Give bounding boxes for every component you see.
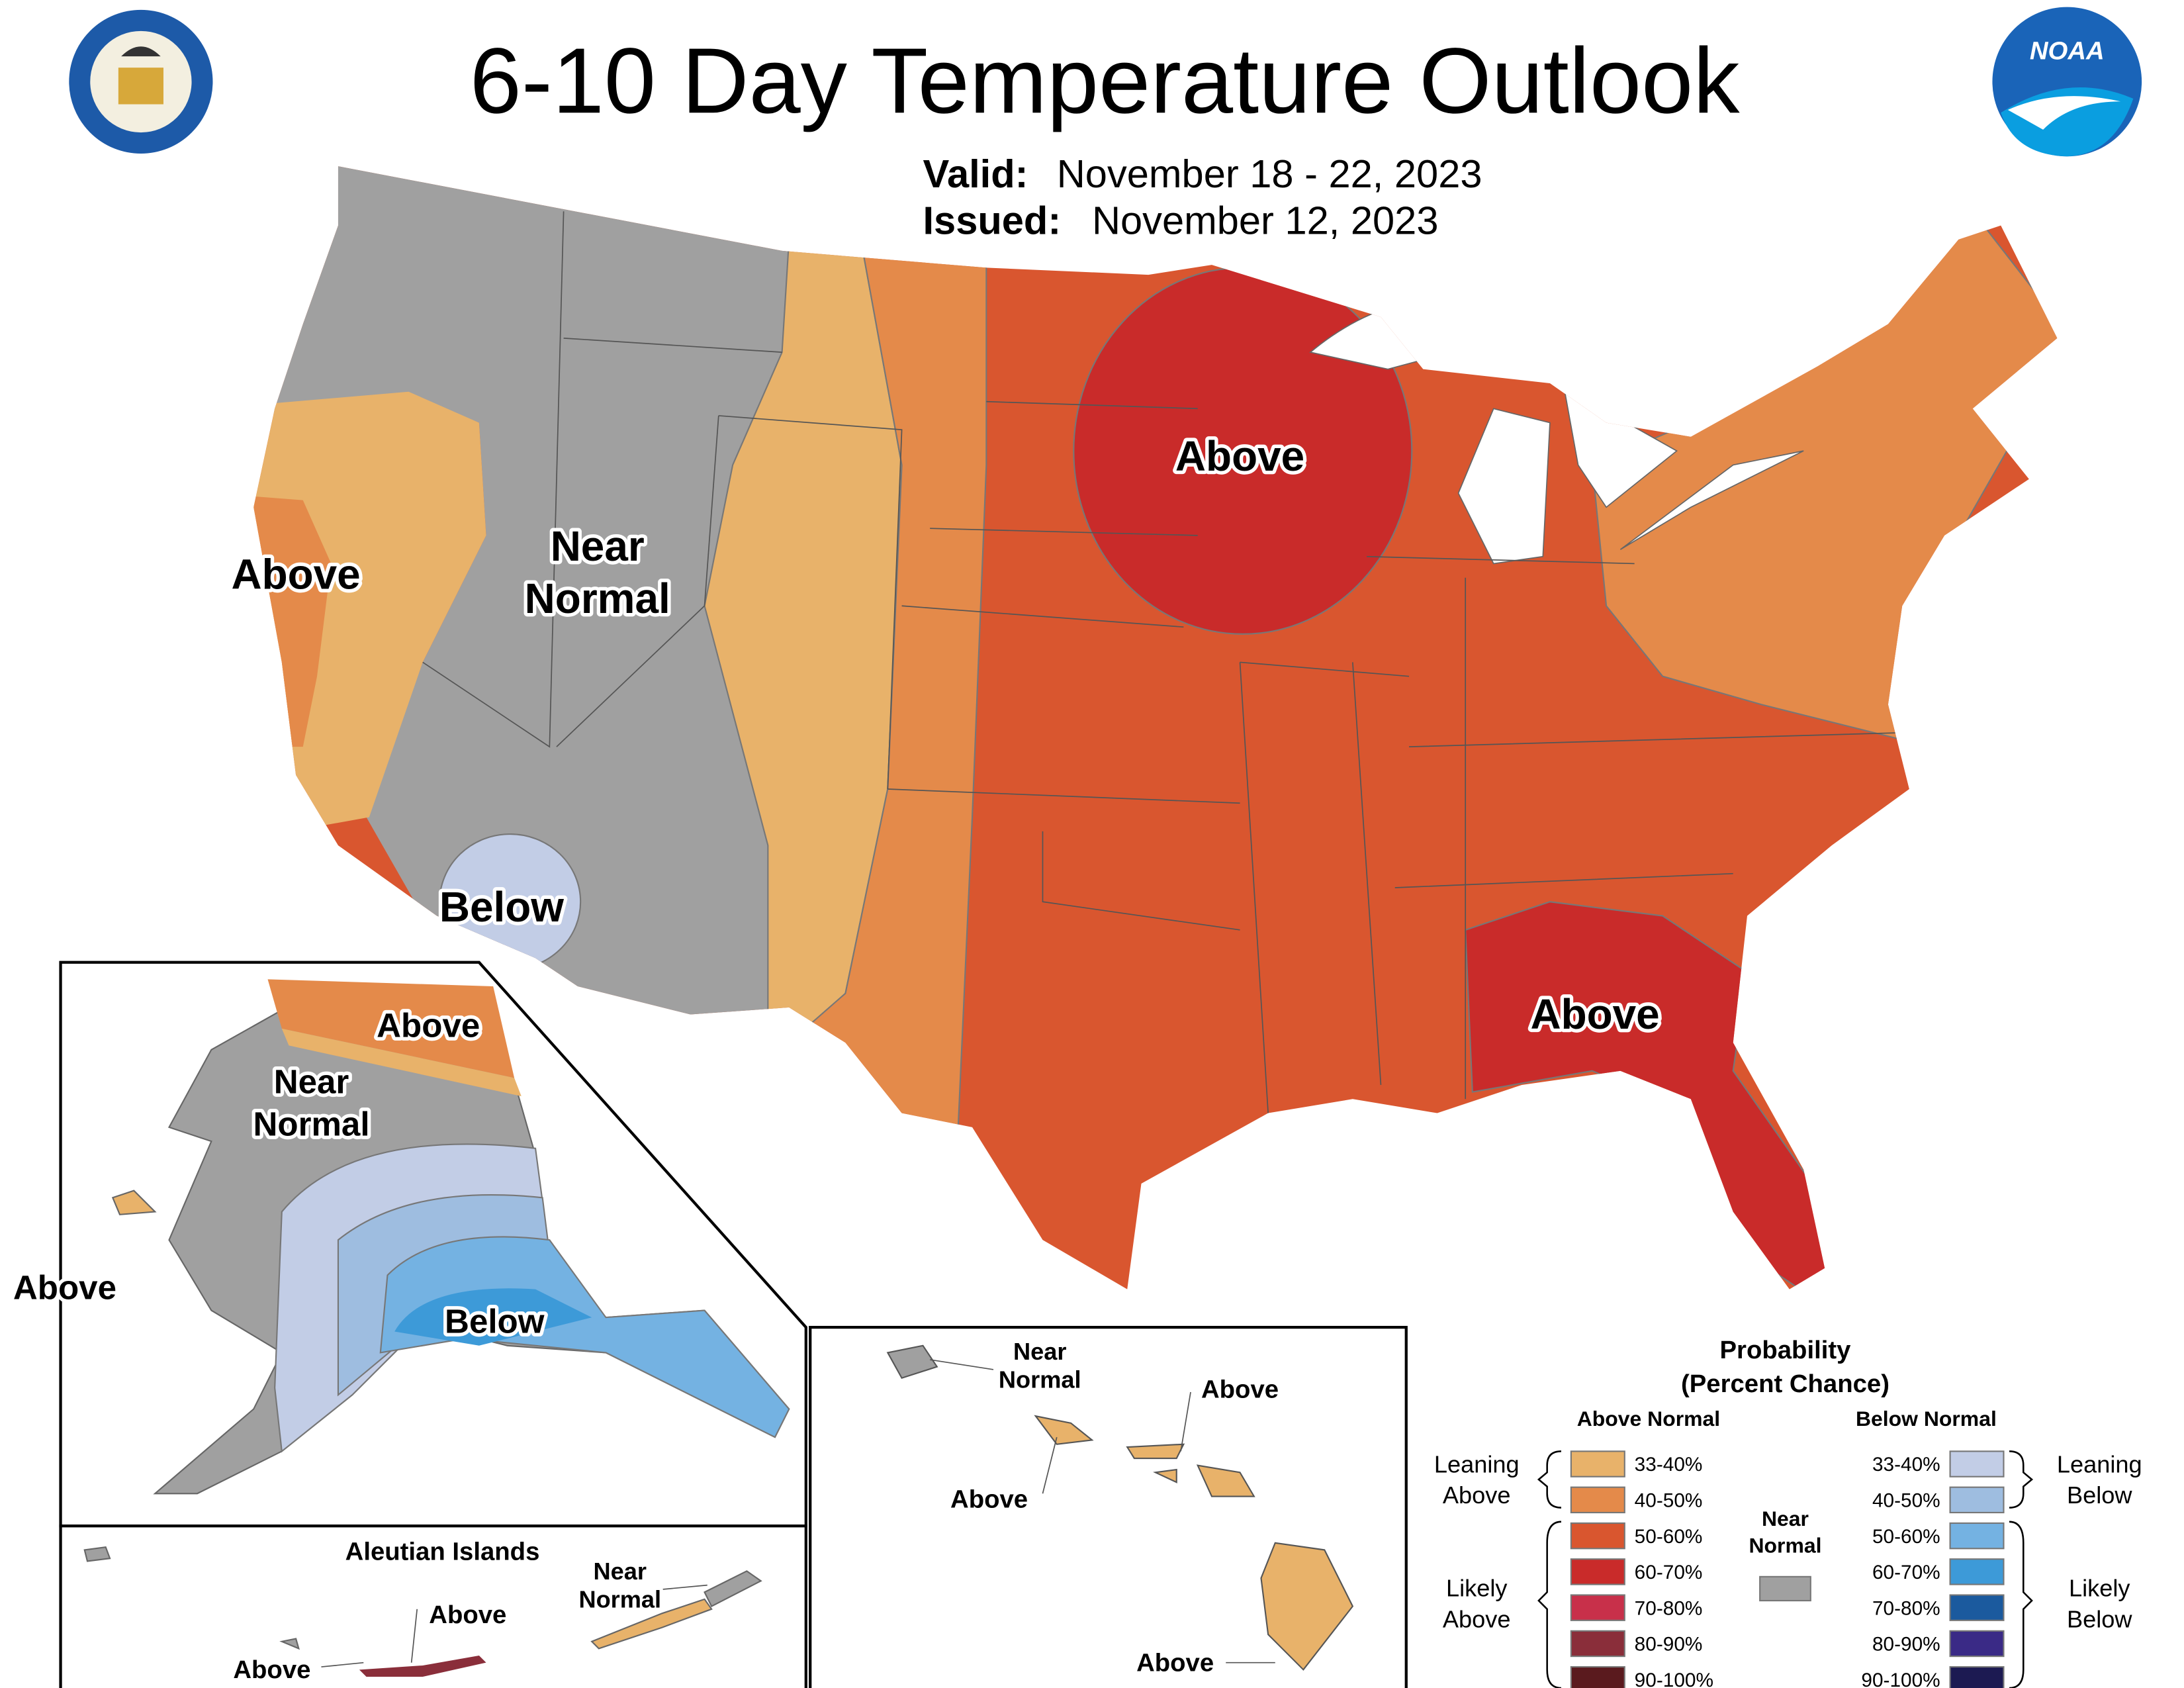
legend-near-label: Near [1762,1507,1809,1530]
legend-label: 90-100% [1635,1669,1713,1688]
legend-swatch [1570,1666,1625,1688]
legend-label: 33-40% [1635,1454,1703,1476]
map-label: Above [1175,432,1304,480]
map-label: Above [429,1601,506,1629]
aleutians-inset [59,1524,807,1688]
legend-label: 33-40% [1872,1454,1940,1476]
legend-swatch [1570,1558,1625,1585]
issued-date: November 12, 2023 [1092,198,1438,242]
legend-swatch [1570,1594,1625,1621]
legend-swatch [1570,1450,1625,1477]
legend-swatch [1949,1486,2005,1514]
legend-label: 80-90% [1635,1634,1703,1656]
map-label: Above [1136,1648,1214,1677]
map-label: Below [439,883,564,931]
legend-group: Likely [1446,1575,1508,1602]
noaa-logo-text: NOAA [2030,36,2105,65]
map-label: Above [13,1269,116,1307]
valid-dates: November 18 - 22, 2023 [1057,152,1482,196]
legend-group: Below [2067,1605,2132,1632]
legend: Probability (Percent Chance) Above Norma… [1434,1336,2142,1688]
legend-swatch [1570,1522,1625,1550]
legend-swatch [1949,1630,2005,1658]
valid-label: Valid: [923,152,1028,196]
map-label: Normal [525,575,670,622]
map-label: Normal [578,1586,661,1613]
map-label: Near [551,522,645,570]
legend-subtitle: (Percent Chance) [1681,1370,1889,1398]
legend-swatch [1949,1666,2005,1688]
legend-group: Above [1443,1481,1511,1509]
legend-swatch [1949,1558,2005,1585]
legend-label: 70-80% [1872,1597,1940,1619]
legend-swatch [1949,1522,2005,1550]
alaska-inset [59,961,807,1528]
legend-swatch [1570,1630,1625,1658]
legend-group: Below [2067,1481,2132,1509]
legend-label: 60-70% [1635,1562,1703,1583]
map-label: Near [1013,1338,1066,1365]
commerce-seal [66,7,216,157]
legend-heading: Below Normal [1856,1407,1997,1430]
legend-label: 70-80% [1635,1597,1703,1619]
legend-swatch [1949,1594,2005,1621]
legend-title: Probability [1720,1336,1852,1364]
map-label: Normal [253,1105,370,1143]
map-label: Above [1201,1376,1279,1404]
map-label: Above [377,1007,480,1045]
legend-swatch [1759,1575,1811,1602]
legend-label: 40-50% [1635,1489,1703,1511]
map-label: Above [231,551,360,598]
legend-group: Likely [2069,1575,2130,1602]
legend-group: Above [1443,1605,1511,1632]
legend-label: 90-100% [1861,1669,1940,1688]
legend-swatch [1570,1486,1625,1514]
hawaii-inset [809,1325,1408,1688]
map-label: Above [950,1485,1028,1514]
legend-near-label: Normal [1749,1534,1821,1558]
inset-title: Aleutian Islands [345,1537,540,1566]
map-label: Below [445,1303,545,1340]
legend-heading: Above Normal [1577,1407,1720,1430]
noaa-logo: NOAA [1992,7,2142,157]
legend-group: Leaning [1434,1450,1520,1477]
legend-label: 40-50% [1872,1489,1940,1511]
map-label: Normal [999,1366,1081,1393]
map-label: Near [594,1558,647,1585]
issued-label: Issued: [923,198,1062,242]
legend-label: 50-60% [1872,1526,1940,1548]
map-label: Above [233,1656,310,1684]
legend-label: 60-70% [1872,1562,1940,1583]
legend-brace [1537,1450,2034,1688]
map-label: Above [1530,990,1659,1038]
legend-group: Leaning [2057,1450,2142,1477]
legend-label: 50-60% [1635,1526,1703,1548]
map-label: Near [274,1063,349,1101]
legend-label: 80-90% [1872,1634,1940,1656]
title: 6-10 Day Temperature Outlook [470,28,1741,132]
legend-swatch [1949,1450,2005,1477]
